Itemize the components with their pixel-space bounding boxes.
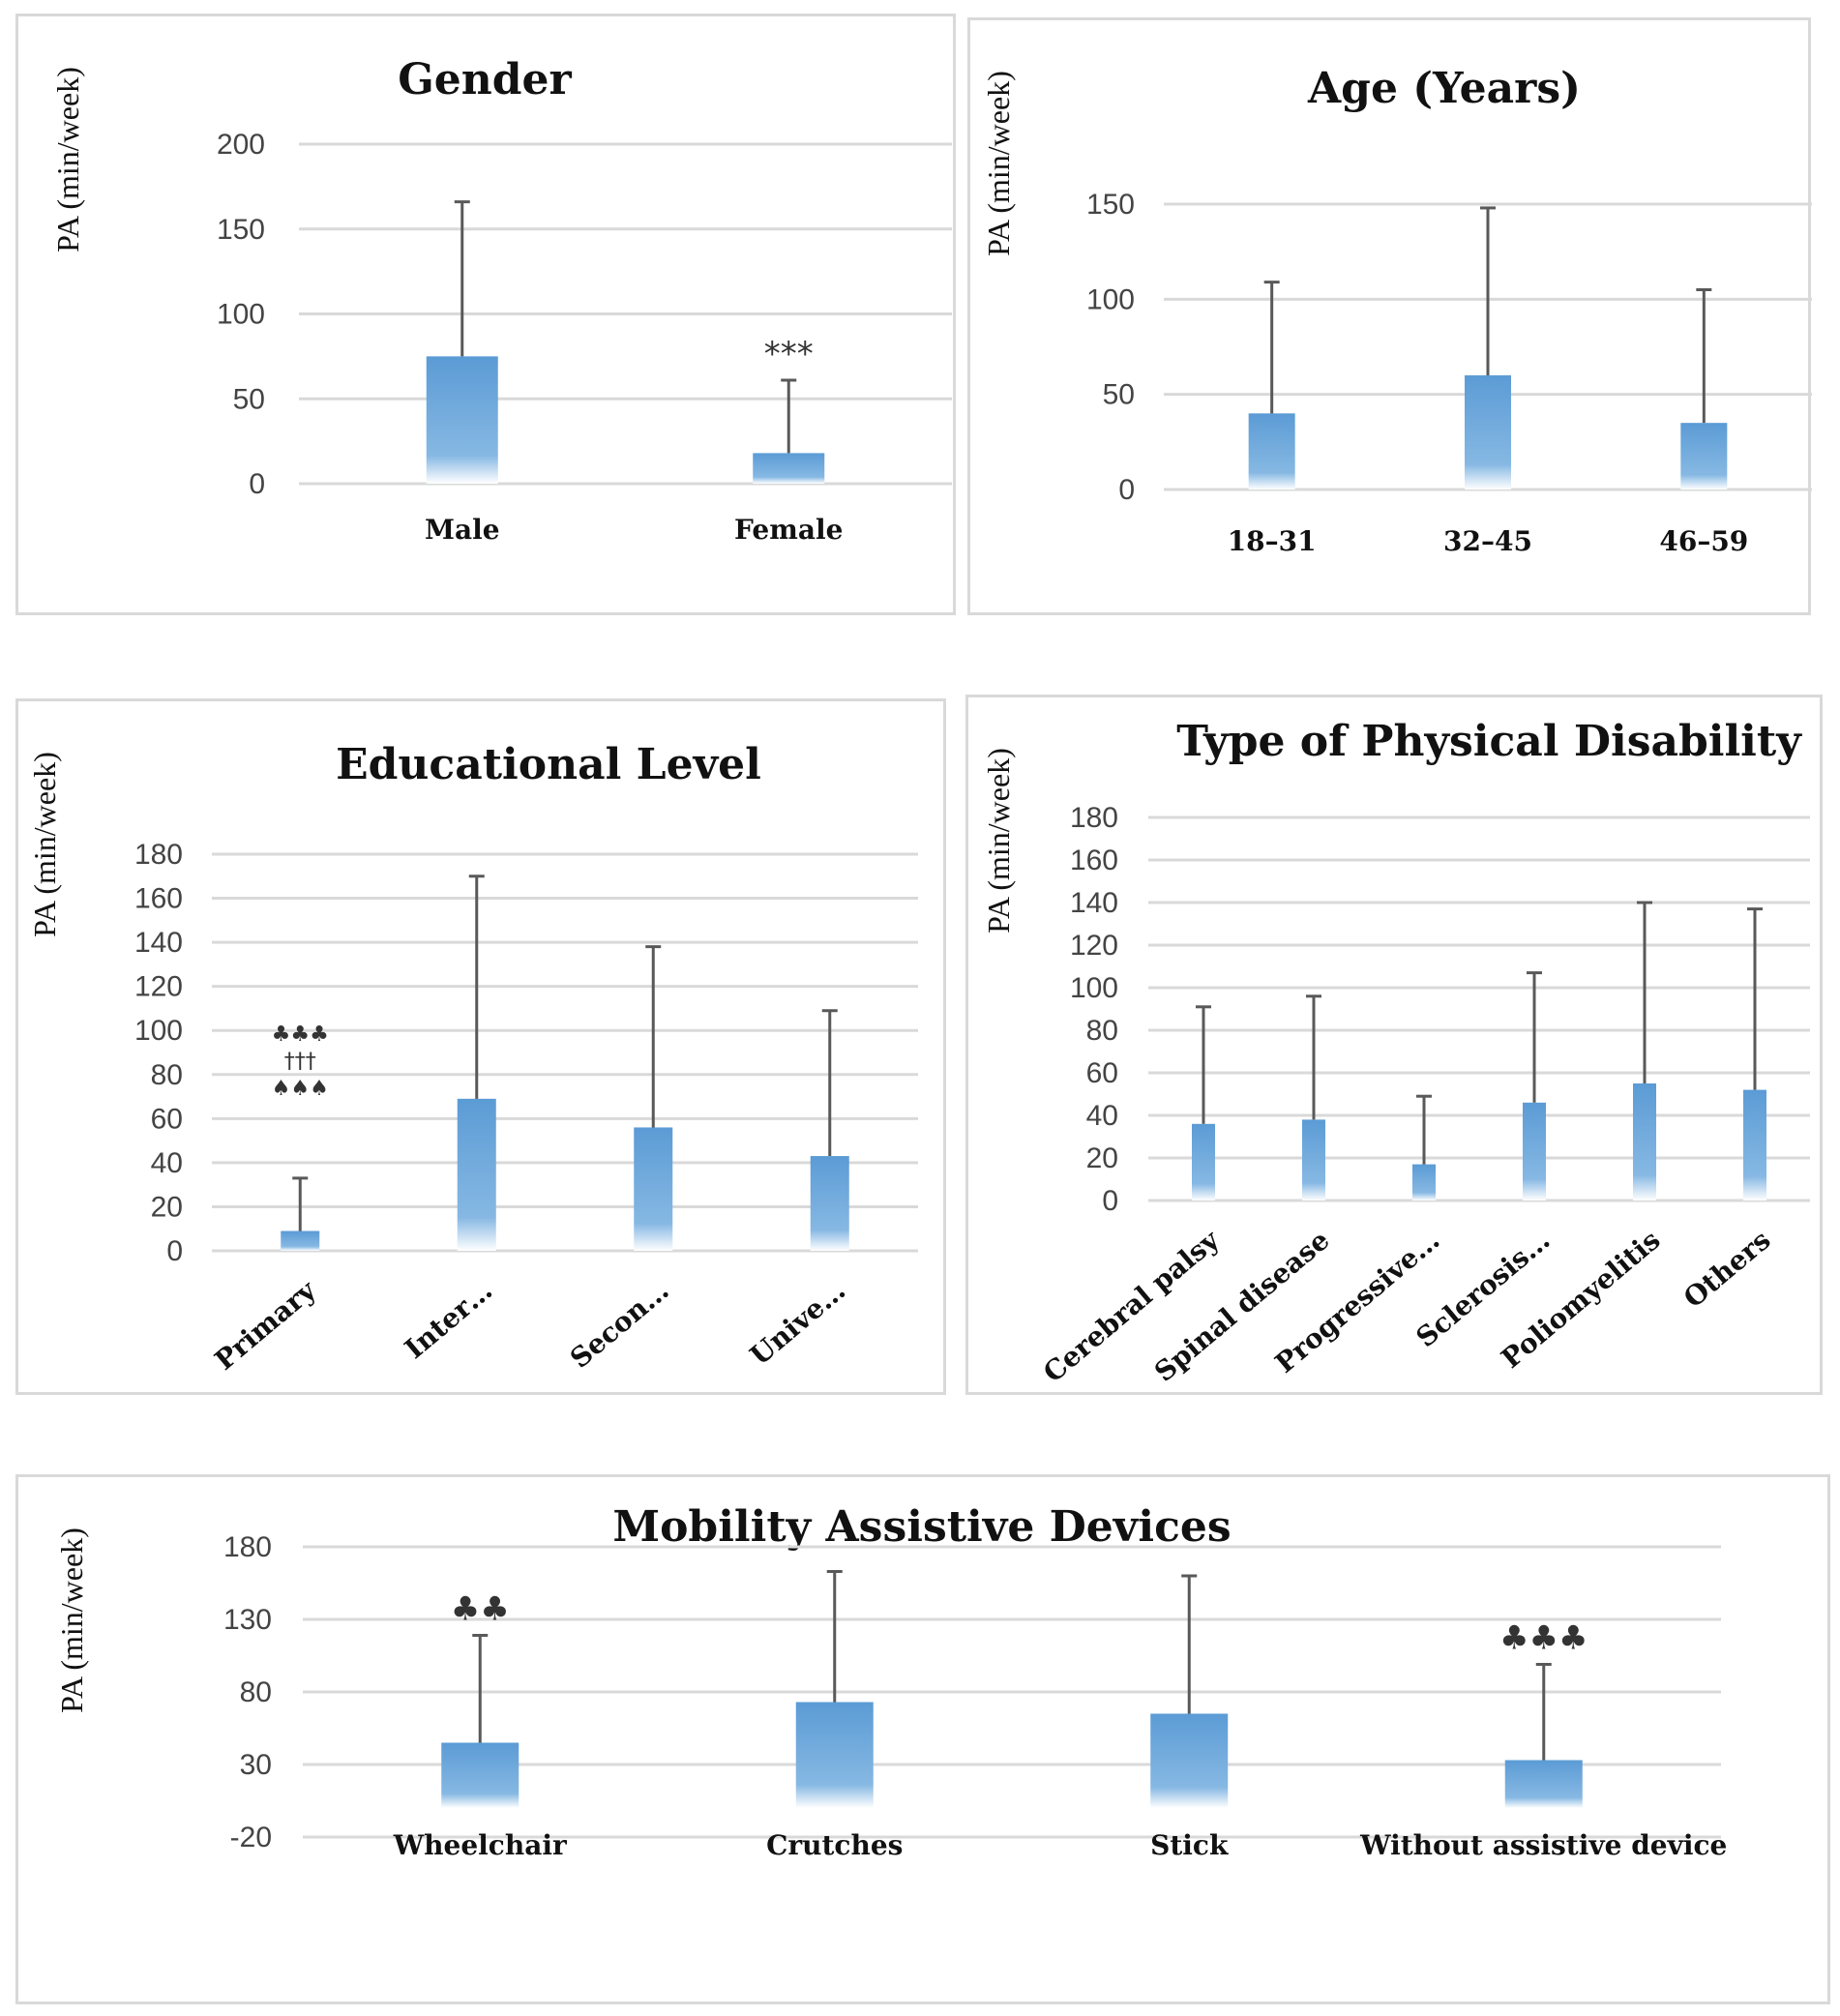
bar: [634, 1127, 673, 1251]
age-chart-panel: Age (Years) PA (min/week) 0 50 100 150 18–31 32…: [967, 17, 1812, 615]
y-tick-label: 0: [166, 1235, 183, 1267]
bar: [1302, 1119, 1325, 1201]
y-tick-label: 0: [249, 468, 265, 500]
chart-title: Mobility Assistive Devices: [612, 1502, 1231, 1552]
y-tick-label: 50: [1103, 379, 1135, 411]
x-category-label: 18–31: [1228, 525, 1317, 557]
bar: [426, 356, 498, 484]
y-tick-label: 50: [233, 383, 265, 415]
significance-marker: ***: [764, 335, 814, 373]
significance-marker: ♠♠♠: [272, 1077, 329, 1101]
y-axis-label: PA (min/week): [50, 67, 85, 252]
y-axis-label: PA (min/week): [54, 1527, 89, 1713]
bar: [1412, 1164, 1436, 1201]
x-category-label: Secon…: [564, 1274, 675, 1375]
y-tick-label: 100: [1070, 972, 1118, 1004]
disability-chart: Type of Physical Disability PA (min/week)…: [981, 717, 1810, 1389]
y-tick-label: 130: [223, 1604, 272, 1636]
x-category-label: Male: [425, 514, 500, 546]
bar: [810, 1156, 849, 1251]
bar: [1743, 1089, 1766, 1201]
x-category-label: 46–59: [1659, 525, 1748, 557]
significance-marker: ♣♣: [451, 1590, 510, 1629]
x-category-label: Others: [1677, 1224, 1776, 1314]
bar: [1633, 1083, 1656, 1201]
y-tick-label: 180: [1070, 802, 1118, 834]
y-tick-label: 0: [1102, 1185, 1118, 1217]
y-tick-label: 80: [151, 1059, 183, 1091]
x-category-label: Inter…: [399, 1274, 498, 1365]
y-tick-label: -20: [230, 1822, 272, 1853]
y-tick-label: 80: [1086, 1015, 1118, 1047]
chart-title: Gender: [398, 55, 572, 104]
y-tick-label: 0: [1118, 474, 1135, 506]
y-tick-label: 140: [1070, 887, 1118, 919]
y-tick-label: 150: [217, 214, 265, 246]
bar: [1248, 413, 1295, 489]
significance-marker: ♣♣♣: [1499, 1619, 1588, 1658]
bar: [795, 1702, 874, 1808]
bar: [1523, 1102, 1546, 1201]
chart-title: Age (Years): [1307, 64, 1581, 113]
y-tick-label: 160: [134, 883, 183, 915]
bar: [1680, 423, 1728, 489]
x-category-label: Female: [734, 514, 843, 546]
x-category-label: 32–45: [1443, 525, 1532, 557]
y-tick-label: 160: [1070, 845, 1118, 876]
mobility-chart: Mobility Assistive Devices PA (min/week) -…: [54, 1502, 1727, 1861]
x-category-label: Without assistive device: [1359, 1829, 1727, 1861]
y-tick-label: 40: [1086, 1100, 1118, 1132]
bar: [1150, 1713, 1229, 1808]
age-chart: Age (Years) PA (min/week) 0 50 100 150 18–31 32…: [981, 64, 1812, 557]
y-tick-label: 60: [1086, 1057, 1118, 1089]
y-axis-label: PA (min/week): [981, 748, 1016, 934]
y-tick-label: 140: [134, 927, 183, 959]
y-axis-label: PA (min/week): [981, 71, 1016, 256]
y-tick-label: 100: [134, 1015, 183, 1047]
y-tick-label: 40: [151, 1147, 183, 1179]
x-category-label: Primary: [209, 1274, 323, 1377]
y-tick-label: 200: [217, 129, 265, 161]
y-axis-label: PA (min/week): [27, 752, 62, 937]
y-tick-label: 120: [1070, 930, 1118, 962]
x-category-label: Wheelchair: [393, 1829, 568, 1861]
bar: [1504, 1760, 1583, 1808]
y-tick-label: 20: [1086, 1142, 1118, 1174]
significance-marker: †††: [284, 1050, 316, 1074]
education-chart: Educational Level PA (min/week) 0 20 40 60 80 1…: [27, 740, 918, 1377]
mobility-chart-panel: Mobility Assistive Devices PA (min/week) -…: [15, 1474, 1830, 2004]
x-category-label: Stick: [1150, 1829, 1229, 1861]
gender-chart-panel: Gender PA (min/week) 0 50 100 150 200 Male Femal…: [15, 14, 956, 615]
y-tick-label: 60: [151, 1103, 183, 1135]
bar: [1465, 375, 1511, 489]
y-tick-label: 100: [217, 299, 265, 331]
bar: [753, 453, 825, 484]
y-tick-label: 120: [134, 971, 183, 1003]
y-tick-label: 20: [151, 1191, 183, 1223]
bar: [1192, 1123, 1215, 1201]
chart-title: Educational Level: [336, 740, 761, 789]
bar: [281, 1230, 320, 1251]
y-tick-label: 180: [134, 839, 183, 871]
x-category-label: Unive…: [744, 1274, 851, 1372]
x-category-label: Crutches: [766, 1829, 903, 1861]
gender-chart: Gender PA (min/week) 0 50 100 150 200 Male Femal…: [50, 55, 952, 546]
bar: [441, 1742, 519, 1808]
chart-title: Type of Physical Disability: [1176, 717, 1802, 766]
y-tick-label: 180: [223, 1531, 272, 1563]
y-tick-label: 30: [240, 1749, 272, 1781]
significance-marker: ♣♣♣: [272, 1023, 329, 1047]
y-tick-label: 100: [1086, 283, 1135, 315]
y-tick-label: 150: [1086, 189, 1135, 221]
y-tick-label: 80: [240, 1676, 272, 1708]
bar: [457, 1098, 496, 1251]
education-chart-panel: Educational Level PA (min/week) 0 20 40 60 80 1…: [15, 698, 946, 1395]
disability-chart-panel: Type of Physical Disability PA (min/week)…: [965, 695, 1823, 1395]
